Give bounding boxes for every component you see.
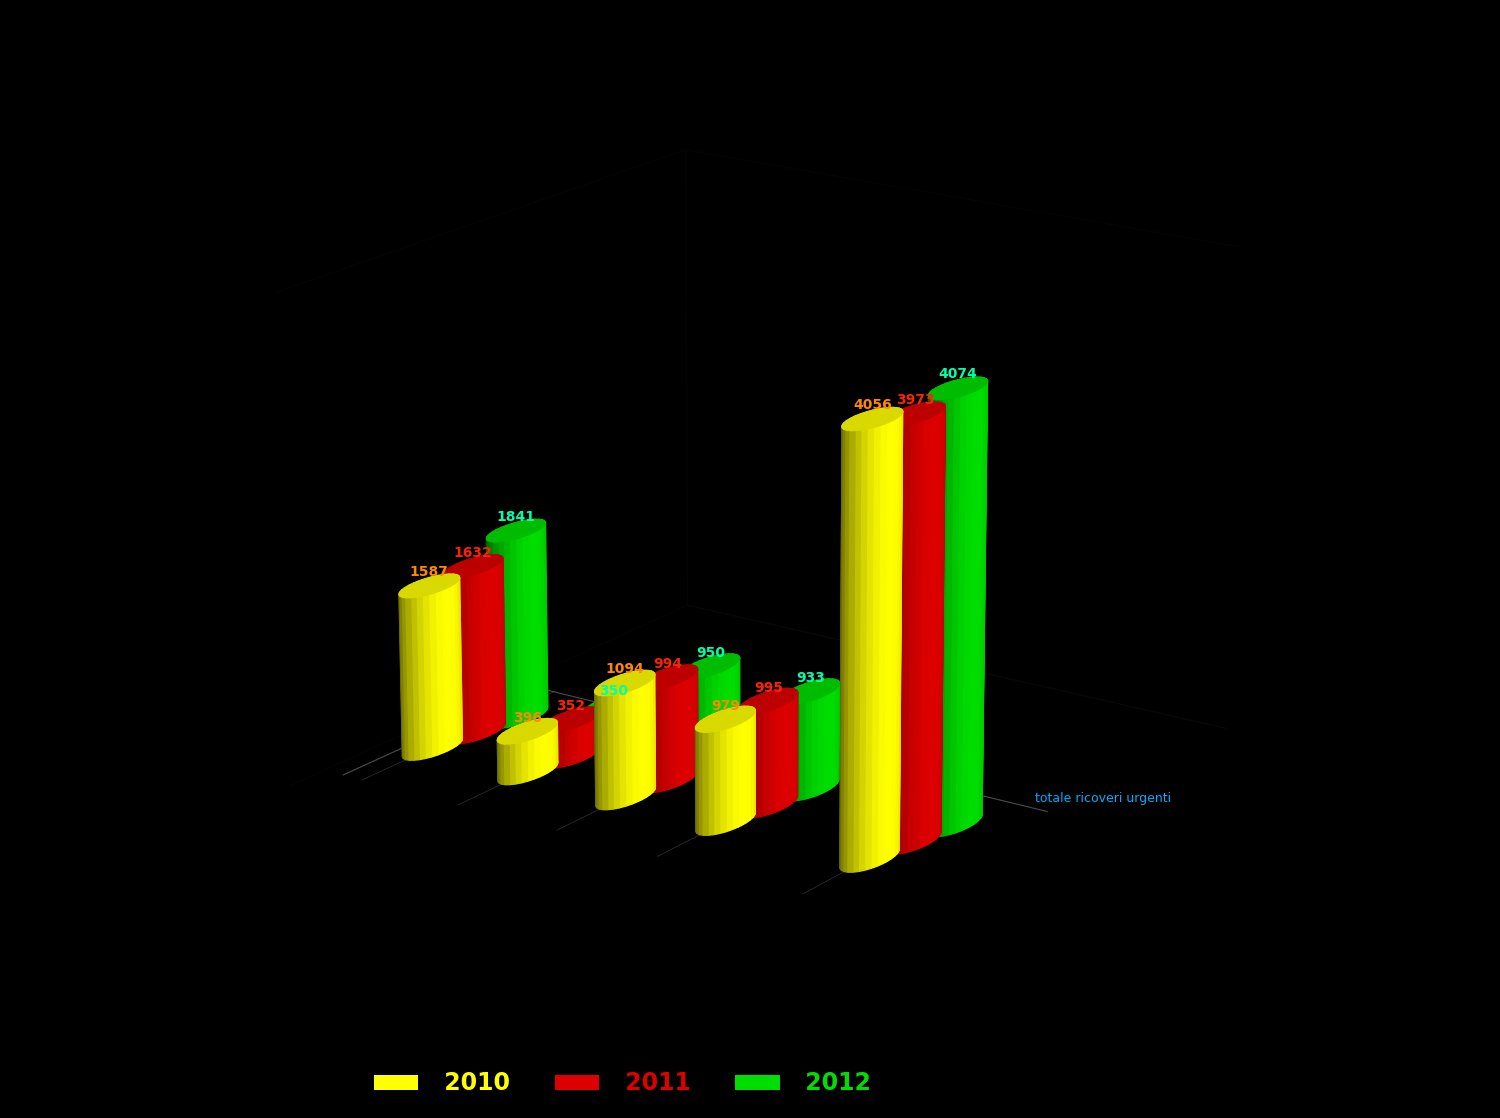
Legend:  2010,  2011,  2012: 2010, 2011, 2012: [364, 1062, 880, 1105]
